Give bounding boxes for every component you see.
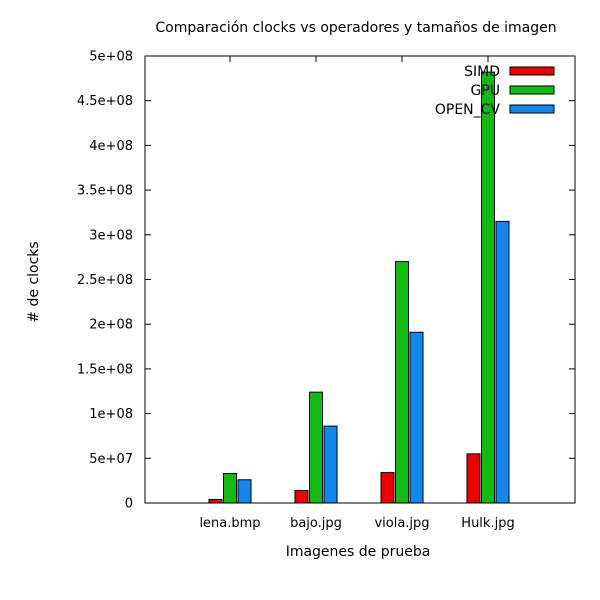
y-tick-label: 5e+07 [89,452,133,467]
bar-gpu-hulk-jpg [481,71,495,504]
x-tick-label: Hulk.jpg [461,516,514,531]
y-tick-label: 5e+08 [89,50,133,65]
y-tick-label: 2.5e+08 [77,273,133,288]
bar-open-cv-bajo-jpg [323,425,338,504]
y-tick-label: 1e+08 [89,407,133,422]
chart-title: Comparación clocks vs operadores y tamañ… [155,20,556,36]
y-tick-label: 2e+08 [89,318,133,333]
bar-open-cv-lena-bmp [237,479,252,504]
x-tick-label: bajo.jpg [290,516,342,531]
legend-swatch [509,104,555,114]
y-tick-label: 3e+08 [89,228,133,243]
legend-label: OPEN_CV [435,102,501,118]
legend-label: SIMD [464,64,500,80]
bar-open-cv-hulk-jpg [495,220,510,504]
y-axis: 0 5e+07 1e+08 1.5e+08 2e+08 2.5e+08 3e+08 3.5e+… [77,50,575,512]
bar-open-cv-viola-jpg [409,331,424,504]
legend: SIMD GPU OPEN_CV [435,64,555,118]
y-tick-label: 1.5e+08 [77,362,133,377]
x-tick-label: viola.jpg [374,516,429,531]
x-tick-label: lena.bmp [199,516,260,531]
y-axis-label: # de clocks [26,241,42,322]
y-tick-label: 4e+08 [89,139,133,154]
bar-simd-hulk-jpg [466,453,481,504]
bar-simd-viola-jpg [380,472,395,504]
plot-border [144,55,576,504]
y-tick-label: 0 [125,497,133,512]
bar-gpu-lena-bmp [223,472,237,504]
bar-gpu-viola-jpg [395,261,409,504]
bar-series [208,71,510,504]
y-tick-label: 4.5e+08 [77,94,133,109]
plot-area [144,55,576,504]
x-axis: lena.bmp bajo.jpg viola.jpg Hulk.jpg [199,56,515,531]
bar-simd-lena-bmp [208,498,223,504]
bar-gpu-bajo-jpg [309,391,323,504]
x-axis-label: Imagenes de prueba [286,544,431,560]
legend-label: GPU [470,83,500,99]
legend-swatch [509,66,555,76]
y-tick-label: 3.5e+08 [77,184,133,199]
bar-simd-bajo-jpg [294,489,309,504]
legend-swatch [509,85,555,95]
